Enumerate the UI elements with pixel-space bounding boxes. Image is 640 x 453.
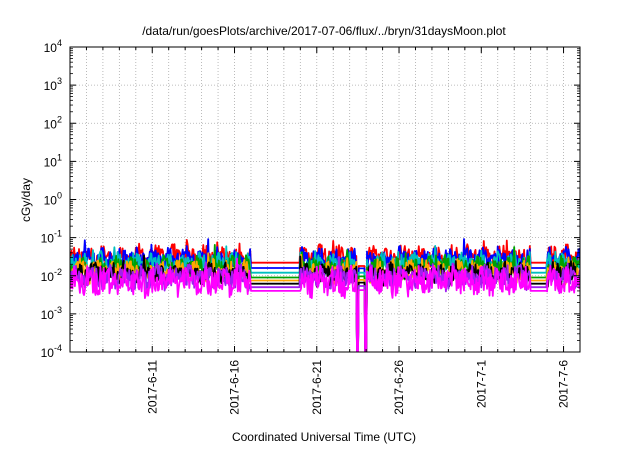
y-tick-label: 104 <box>44 38 62 55</box>
y-tick-label: 100 <box>44 191 62 208</box>
plot-frame <box>69 46 581 353</box>
y-tick-label: 10-1 <box>41 229 62 246</box>
grid <box>70 47 580 352</box>
x-tick-label: 2017-6-11 <box>145 360 159 414</box>
series-line-8 <box>70 257 580 352</box>
series-group <box>70 238 580 352</box>
chart-title: /data/run/goesPlots/archive/2017-07-06/f… <box>142 24 506 38</box>
x-tick-label: 2017-6-16 <box>228 360 242 415</box>
x-tick-label: 2017-7-6 <box>557 360 571 408</box>
x-tick-label: 2017-7-1 <box>474 360 488 408</box>
y-tick-label: 10-3 <box>41 305 62 322</box>
axes: 10-4 10-3 10-2 10-1 100 101 102 103 104 2017-6-11… <box>41 38 581 415</box>
x-axis-label: Coordinated Universal Time (UTC) <box>232 430 416 444</box>
y-tick-label: 10-2 <box>41 267 62 284</box>
x-tick-label: 2017-6-26 <box>392 360 406 415</box>
x-tick-label: 2017-6-21 <box>310 360 324 415</box>
y-tick-label: 10-4 <box>41 343 62 360</box>
y-tick-label: 103 <box>44 76 62 93</box>
y-tick-label: 102 <box>44 114 62 131</box>
y-tick-label: 101 <box>44 152 62 169</box>
y-axis-label: cGy/day <box>19 178 33 222</box>
